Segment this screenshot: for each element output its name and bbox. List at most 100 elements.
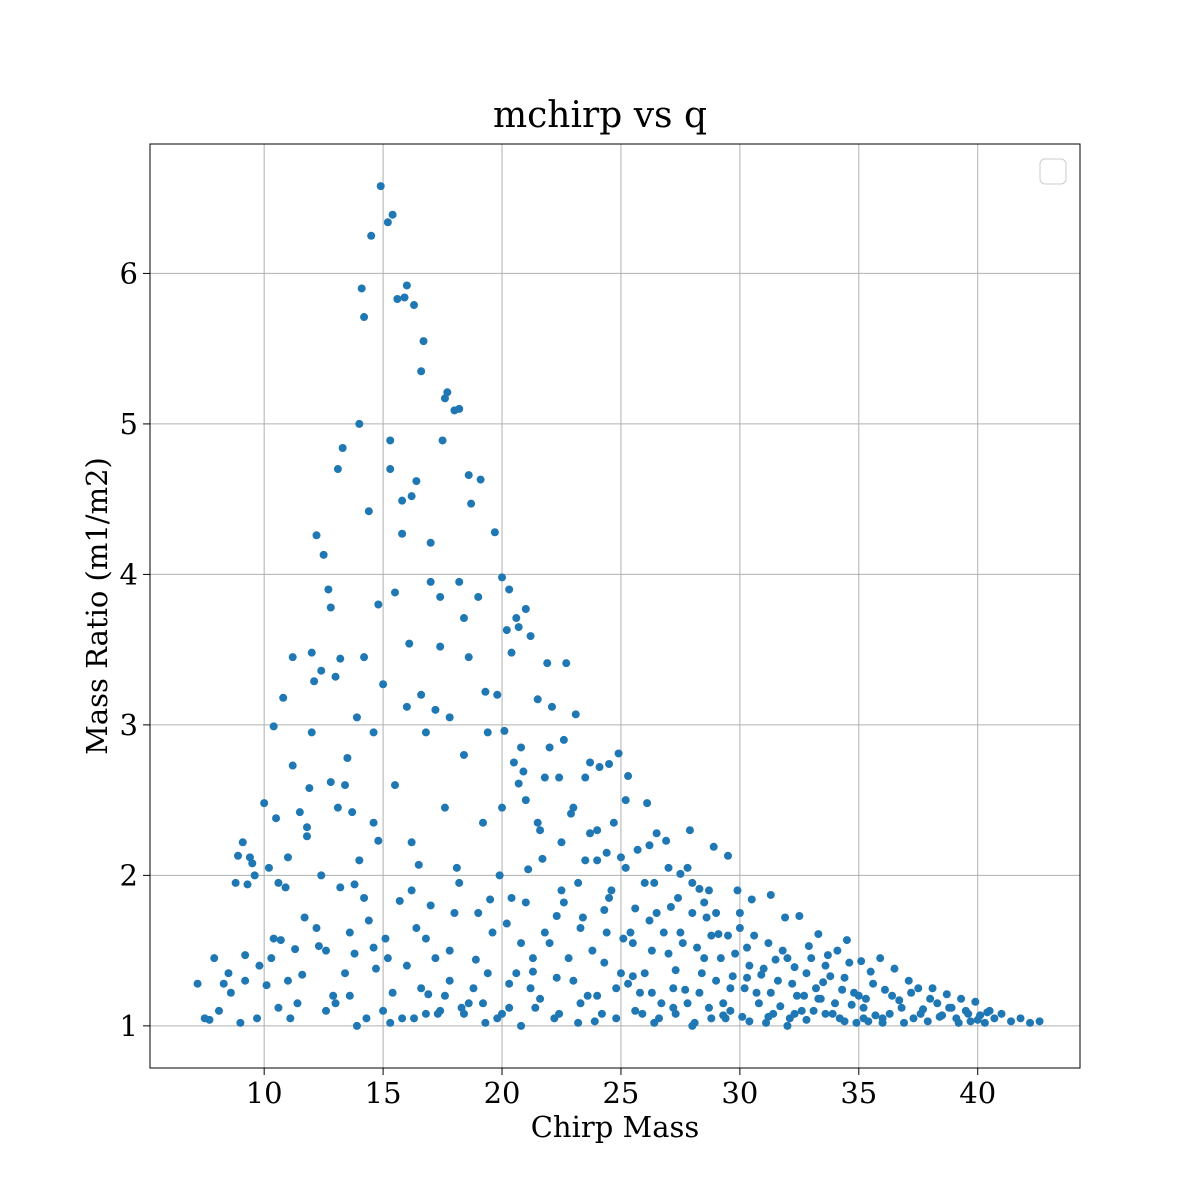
data-point [505,1003,514,1012]
data-point [505,585,514,594]
data-point [552,973,561,982]
data-point [324,585,333,594]
data-point [436,592,445,601]
data-point [390,781,399,790]
data-point [281,883,290,892]
data-point [236,1018,245,1027]
data-point [478,818,487,827]
data-point [562,659,571,668]
data-point [407,492,416,501]
data-point [757,970,766,979]
data-point [493,690,502,699]
data-point [557,886,566,895]
data-point [581,773,590,782]
data-point [388,210,397,219]
data-point [745,1017,754,1026]
data-point [559,898,568,907]
data-point [569,976,578,985]
plot-frame [149,143,1081,1069]
data-point [593,991,602,1000]
data-point [888,991,897,1000]
data-point [505,979,514,988]
data-point [402,961,411,970]
data-point [241,951,250,960]
data-point [269,722,278,731]
data-point [514,623,523,632]
data-point [973,1015,982,1024]
data-point [369,818,378,827]
data-point [407,886,416,895]
data-point [412,924,421,933]
data-point [942,990,951,999]
data-point [410,1014,419,1023]
data-point [417,367,426,376]
data-point [455,878,464,887]
data-point [260,799,269,808]
data-point [759,964,768,973]
chart-title: mchirp vs q [493,95,707,136]
data-point [614,749,623,758]
data-point [833,946,842,955]
data-point [683,863,692,872]
data-point [885,1009,894,1018]
data-point [421,934,430,943]
data-point [823,951,832,960]
data-point [783,1021,792,1030]
data-point [738,1012,747,1021]
data-point [498,1009,507,1018]
data-point [766,890,775,899]
data-point [386,1018,395,1027]
data-point [262,981,271,990]
data-point [783,954,792,963]
data-point [291,945,300,954]
data-point [871,1011,880,1020]
data-point [464,653,473,662]
data-point [683,999,692,1008]
data-point [383,218,392,227]
data-point [371,964,380,973]
data-point [552,912,561,921]
data-point [533,818,542,827]
data-point [743,973,752,982]
data-point [723,931,732,940]
data-point [417,984,426,993]
data-point [464,471,473,480]
data-point [685,826,694,835]
data-point [1026,1018,1035,1027]
data-point [605,893,614,902]
data-point [521,796,530,805]
data-point [459,1009,468,1018]
data-point [224,969,233,978]
data-point [688,1021,697,1030]
data-point [664,949,673,958]
data-point [602,848,611,857]
data-point [445,946,454,955]
data-point [241,976,250,985]
data-point [398,496,407,505]
data-point [576,924,585,933]
data-point [390,588,399,597]
data-point [714,930,723,939]
data-point [507,893,516,902]
data-point [726,1006,735,1015]
x-axis-ticks: 10 15 20 25 30 35 40 [246,1068,996,1110]
data-point [540,928,549,937]
data-point [702,913,711,922]
data-point [431,705,440,714]
data-point [602,928,611,937]
data-point [226,988,235,997]
data-point [288,653,297,662]
data-point [305,784,314,793]
data-point [643,799,652,808]
data-point [723,851,732,860]
data-point [452,863,461,872]
data-point [904,976,913,985]
data-point [866,967,875,976]
data-point [512,969,521,978]
data-point [778,946,787,955]
data-point [916,1009,925,1018]
data-point [914,984,923,993]
data-point [521,605,530,614]
data-point [662,836,671,845]
data-point [386,465,395,474]
